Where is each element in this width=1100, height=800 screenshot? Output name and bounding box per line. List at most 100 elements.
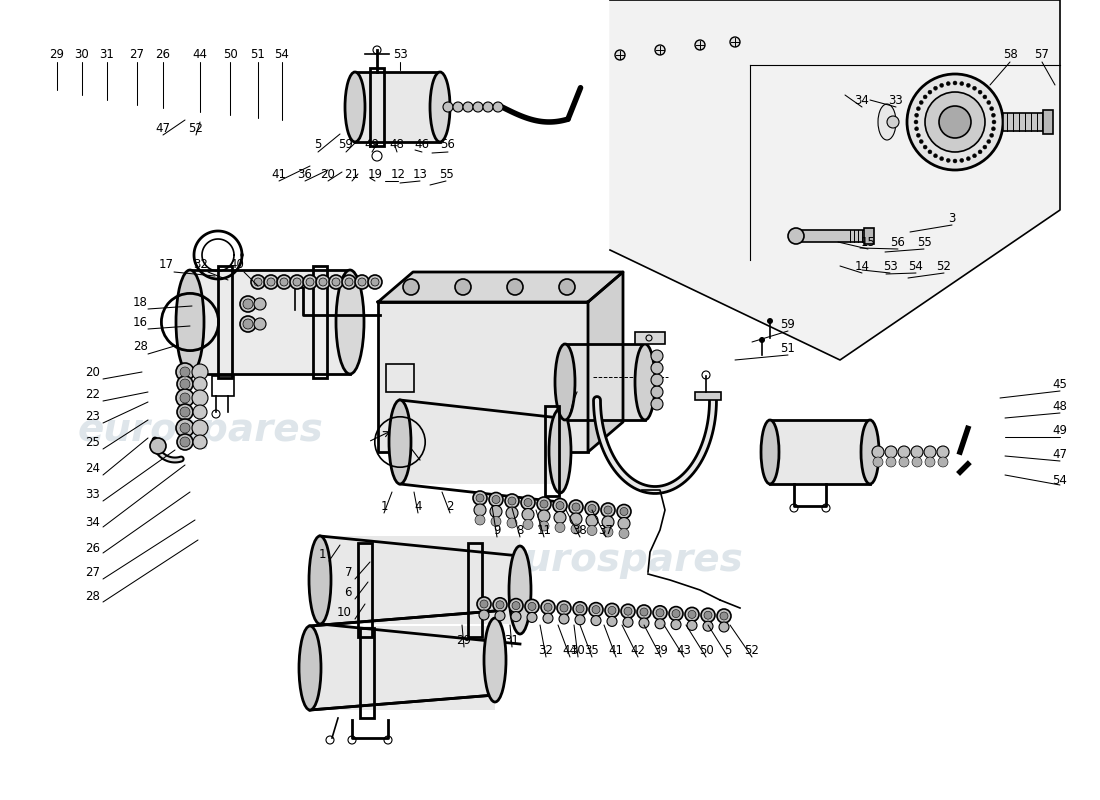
Text: 46: 46 xyxy=(415,138,429,151)
Text: 55: 55 xyxy=(439,167,453,181)
Circle shape xyxy=(937,446,949,458)
Circle shape xyxy=(254,278,262,286)
Circle shape xyxy=(180,379,190,389)
Ellipse shape xyxy=(635,344,654,420)
Circle shape xyxy=(505,494,519,508)
Text: 52: 52 xyxy=(745,643,759,657)
Circle shape xyxy=(371,278,380,286)
Text: 58: 58 xyxy=(1002,49,1018,62)
Circle shape xyxy=(319,278,327,286)
Text: 59: 59 xyxy=(339,138,353,151)
Circle shape xyxy=(920,139,923,143)
Text: 12: 12 xyxy=(390,167,406,181)
Circle shape xyxy=(556,522,565,533)
Text: 48: 48 xyxy=(389,138,405,151)
Text: 22: 22 xyxy=(85,387,100,401)
Text: 33: 33 xyxy=(86,487,100,501)
Circle shape xyxy=(886,457,896,467)
Circle shape xyxy=(928,150,932,154)
Circle shape xyxy=(939,157,944,161)
Circle shape xyxy=(573,602,587,616)
Text: 31: 31 xyxy=(505,634,519,646)
Text: 9: 9 xyxy=(493,523,500,537)
Circle shape xyxy=(923,95,927,99)
Text: 26: 26 xyxy=(155,49,170,62)
Text: 23: 23 xyxy=(85,410,100,422)
Bar xyxy=(320,536,520,624)
Text: 54: 54 xyxy=(909,259,923,273)
Circle shape xyxy=(938,457,948,467)
Text: 26: 26 xyxy=(85,542,100,554)
Circle shape xyxy=(476,494,484,502)
Circle shape xyxy=(490,506,502,518)
Text: 41: 41 xyxy=(272,167,286,181)
Circle shape xyxy=(934,154,937,158)
Circle shape xyxy=(928,90,932,94)
Text: 56: 56 xyxy=(891,235,905,249)
Ellipse shape xyxy=(309,536,331,624)
Text: 18: 18 xyxy=(133,295,148,309)
Circle shape xyxy=(695,40,705,50)
Circle shape xyxy=(543,613,553,623)
Circle shape xyxy=(176,363,194,381)
Ellipse shape xyxy=(549,409,571,493)
Circle shape xyxy=(316,275,330,289)
Circle shape xyxy=(180,393,190,403)
Bar xyxy=(360,628,374,718)
Bar xyxy=(310,626,495,710)
Polygon shape xyxy=(588,272,623,452)
Circle shape xyxy=(920,101,923,105)
Circle shape xyxy=(587,526,597,535)
Circle shape xyxy=(192,390,208,406)
Circle shape xyxy=(240,316,256,332)
Bar xyxy=(358,543,372,637)
Circle shape xyxy=(916,134,921,138)
Circle shape xyxy=(618,518,630,530)
Circle shape xyxy=(569,500,583,514)
Circle shape xyxy=(701,608,715,622)
Ellipse shape xyxy=(761,420,779,484)
Circle shape xyxy=(493,102,503,112)
Text: 4: 4 xyxy=(415,499,421,513)
Text: 52: 52 xyxy=(188,122,204,134)
Text: 13: 13 xyxy=(412,167,428,181)
Text: 41: 41 xyxy=(608,643,624,657)
Circle shape xyxy=(608,606,616,614)
Bar xyxy=(544,406,559,496)
Circle shape xyxy=(176,419,194,437)
Text: 1: 1 xyxy=(319,547,326,561)
Ellipse shape xyxy=(861,420,879,484)
Text: 25: 25 xyxy=(85,435,100,449)
Text: 55: 55 xyxy=(916,235,932,249)
Circle shape xyxy=(887,116,899,128)
Text: 51: 51 xyxy=(251,49,265,62)
Circle shape xyxy=(280,278,288,286)
Text: 40: 40 xyxy=(229,258,244,271)
Bar xyxy=(400,400,560,484)
Text: 32: 32 xyxy=(194,258,208,271)
Circle shape xyxy=(588,505,596,513)
Circle shape xyxy=(621,604,635,618)
Circle shape xyxy=(730,37,740,47)
Circle shape xyxy=(176,389,194,407)
Text: 34: 34 xyxy=(85,515,100,529)
Circle shape xyxy=(990,134,993,138)
Circle shape xyxy=(192,405,207,419)
Circle shape xyxy=(473,102,483,112)
Circle shape xyxy=(477,597,491,611)
Bar xyxy=(695,392,721,400)
Circle shape xyxy=(254,298,266,310)
Circle shape xyxy=(991,126,996,130)
Circle shape xyxy=(908,74,1003,170)
Circle shape xyxy=(521,495,535,510)
Circle shape xyxy=(585,502,600,515)
Circle shape xyxy=(522,519,534,530)
Circle shape xyxy=(570,513,582,525)
Circle shape xyxy=(788,228,804,244)
Circle shape xyxy=(554,511,566,523)
Circle shape xyxy=(528,602,536,610)
Circle shape xyxy=(972,154,977,158)
Circle shape xyxy=(541,600,556,614)
Circle shape xyxy=(653,606,667,620)
Text: 42: 42 xyxy=(630,643,646,657)
